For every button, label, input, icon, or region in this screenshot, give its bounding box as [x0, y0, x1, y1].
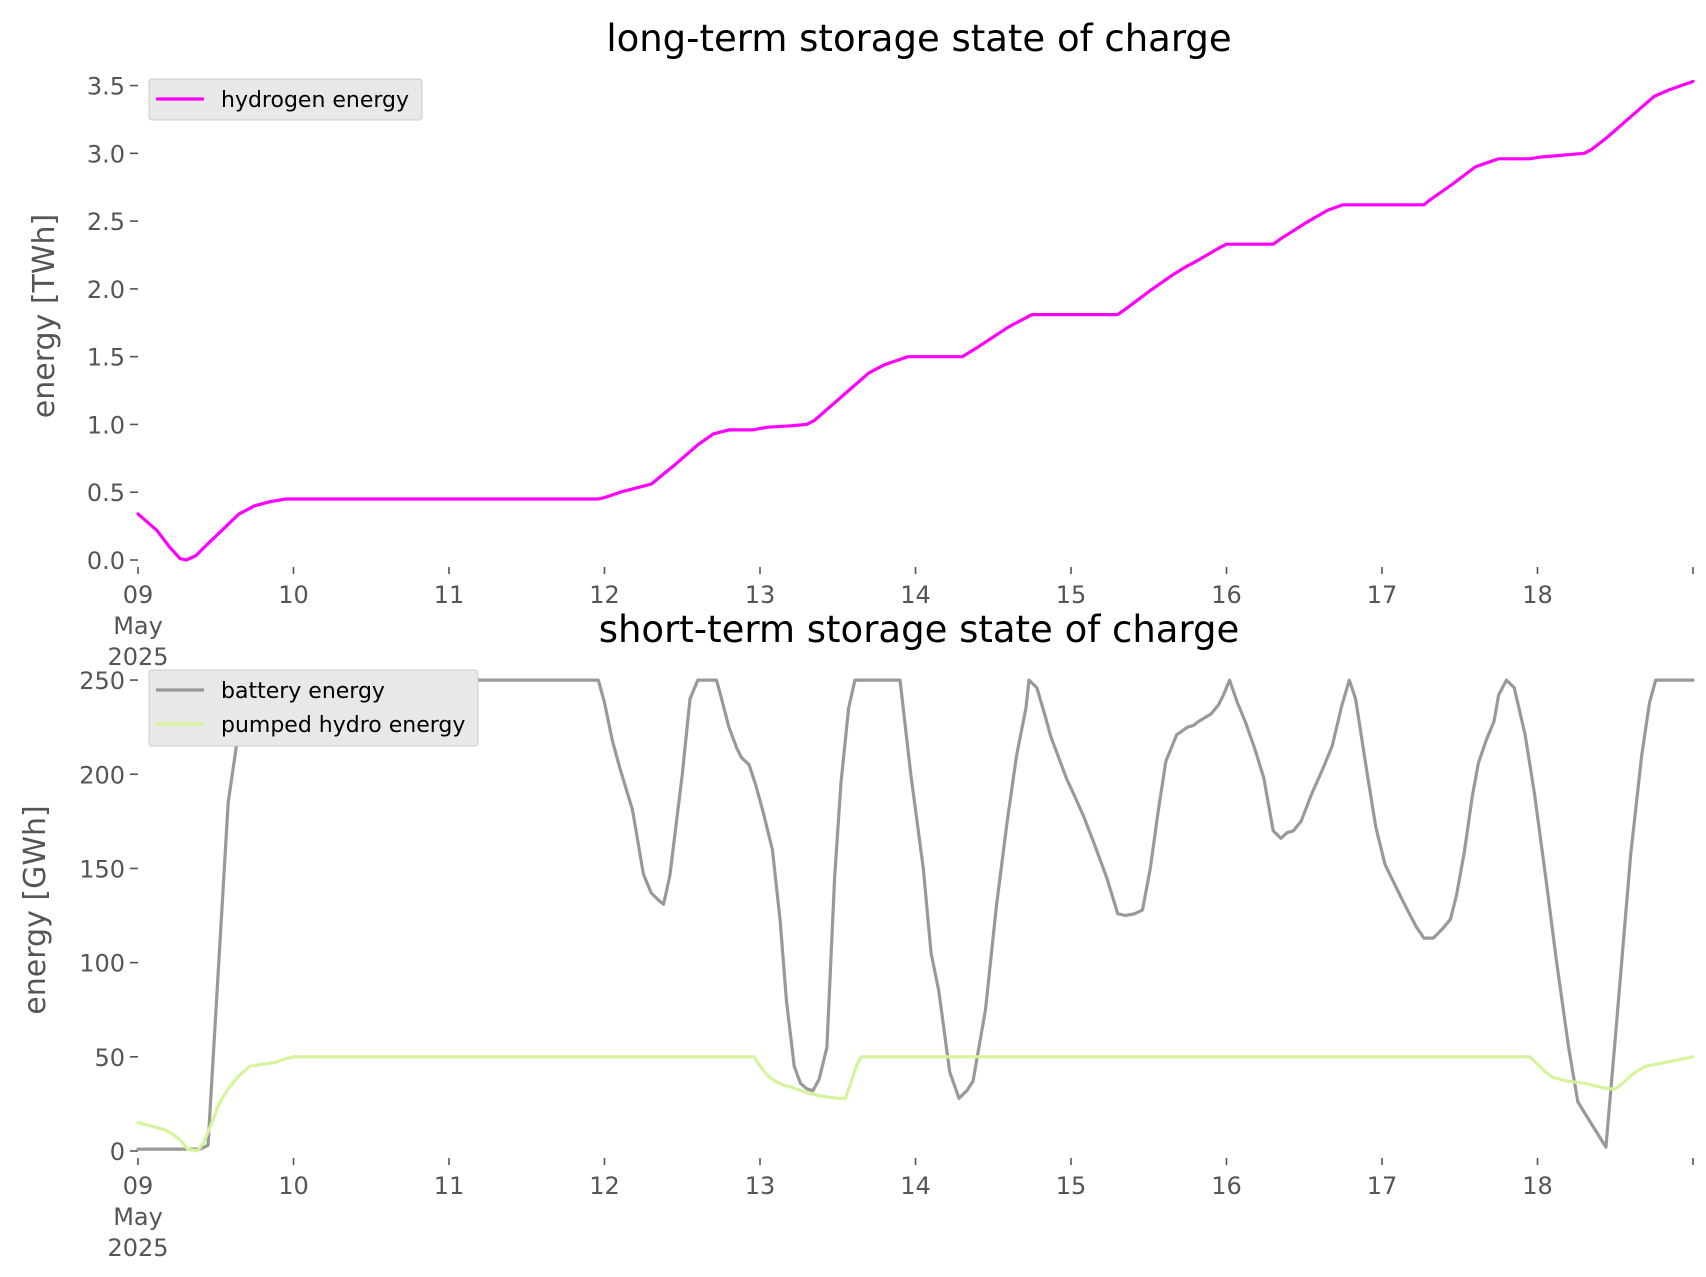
- legend-label-battery-energy: battery energy: [221, 679, 385, 704]
- x-axis-short-term: 09 May 2025 10 11 12 13 14 15 16 17 18: [107, 1158, 1694, 1262]
- y-tick-label: 3.5: [87, 73, 125, 101]
- legend-long-term: hydrogen energy: [148, 78, 423, 121]
- x-tick-label: 12: [589, 1172, 620, 1200]
- y-tick-label: 3.0: [87, 140, 125, 168]
- y-tick-label: 1.5: [87, 344, 125, 372]
- x-axis-long-term: 09 May 2025 10 11 12 13 14 15 16 17 18: [107, 567, 1694, 671]
- series-line-battery-energy: [136, 678, 1695, 1151]
- chart-short-term: short-term storage state of charge energ…: [18, 608, 1695, 1262]
- x-tick-label: 12: [589, 581, 620, 609]
- y-axis-long-term: 0.0 0.5 1.0 1.5 2.0 2.5 3.0 3.5: [87, 73, 138, 575]
- y-tick-label: 2.5: [87, 208, 125, 236]
- y-axis-label-long-term: energy [TWh]: [27, 214, 62, 418]
- x-tick-label: 16: [1211, 1172, 1242, 1200]
- x-tick-label: 11: [434, 1172, 465, 1200]
- x-tick-label: 13: [745, 581, 776, 609]
- x-tick-label: 16: [1211, 581, 1242, 609]
- y-axis-label-short-term: energy [GWh]: [18, 805, 53, 1014]
- y-tick-label: 2.0: [87, 276, 125, 304]
- x-tick-label: 10: [278, 581, 309, 609]
- legend-label-pumped-hydro-energy: pumped hydro energy: [221, 713, 465, 738]
- series-line-hydrogen-energy: [136, 79, 1695, 562]
- y-tick-label: 150: [79, 855, 125, 883]
- y-tick-label: 0: [110, 1138, 125, 1166]
- y-tick-label: 100: [79, 950, 125, 978]
- legend-label-hydrogen-energy: hydrogen energy: [221, 88, 409, 113]
- y-tick-label: 50: [94, 1044, 125, 1072]
- x-tick-label: 09 May 2025: [107, 581, 168, 671]
- chart-title-long-term: long-term storage state of charge: [606, 17, 1231, 60]
- y-axis-short-term: 0 50 100 150 200 250: [79, 667, 138, 1166]
- x-tick-label: 18: [1522, 581, 1553, 609]
- chart-long-term: long-term storage state of charge energy…: [27, 17, 1695, 671]
- x-tick-label: 14: [900, 581, 931, 609]
- y-tick-label: 0.5: [87, 479, 125, 507]
- y-tick-label: 200: [79, 761, 125, 789]
- plot-area-long-term: [136, 79, 1695, 562]
- x-tick-label: 10: [278, 1172, 309, 1200]
- x-tick-label: 09 May 2025: [107, 1172, 168, 1262]
- chart-title-short-term: short-term storage state of charge: [599, 608, 1240, 651]
- legend-box: [148, 78, 423, 121]
- legend-short-term: battery energy pumped hydro energy: [148, 669, 479, 747]
- x-tick-label: 13: [745, 1172, 776, 1200]
- plot-area-short-term: [136, 678, 1695, 1153]
- series-line-pumped-hydro-energy: [136, 1055, 1695, 1153]
- x-tick-label: 18: [1522, 1172, 1553, 1200]
- x-tick-label: 15: [1056, 581, 1087, 609]
- y-tick-label: 1.0: [87, 411, 125, 439]
- x-tick-label: 14: [900, 1172, 931, 1200]
- y-tick-label: 250: [79, 667, 125, 695]
- x-tick-label: 15: [1056, 1172, 1087, 1200]
- x-tick-label: 11: [434, 581, 465, 609]
- legend-box: [148, 669, 479, 747]
- x-tick-label: 17: [1367, 1172, 1398, 1200]
- y-tick-label: 0.0: [87, 547, 125, 575]
- x-tick-label: 17: [1367, 581, 1398, 609]
